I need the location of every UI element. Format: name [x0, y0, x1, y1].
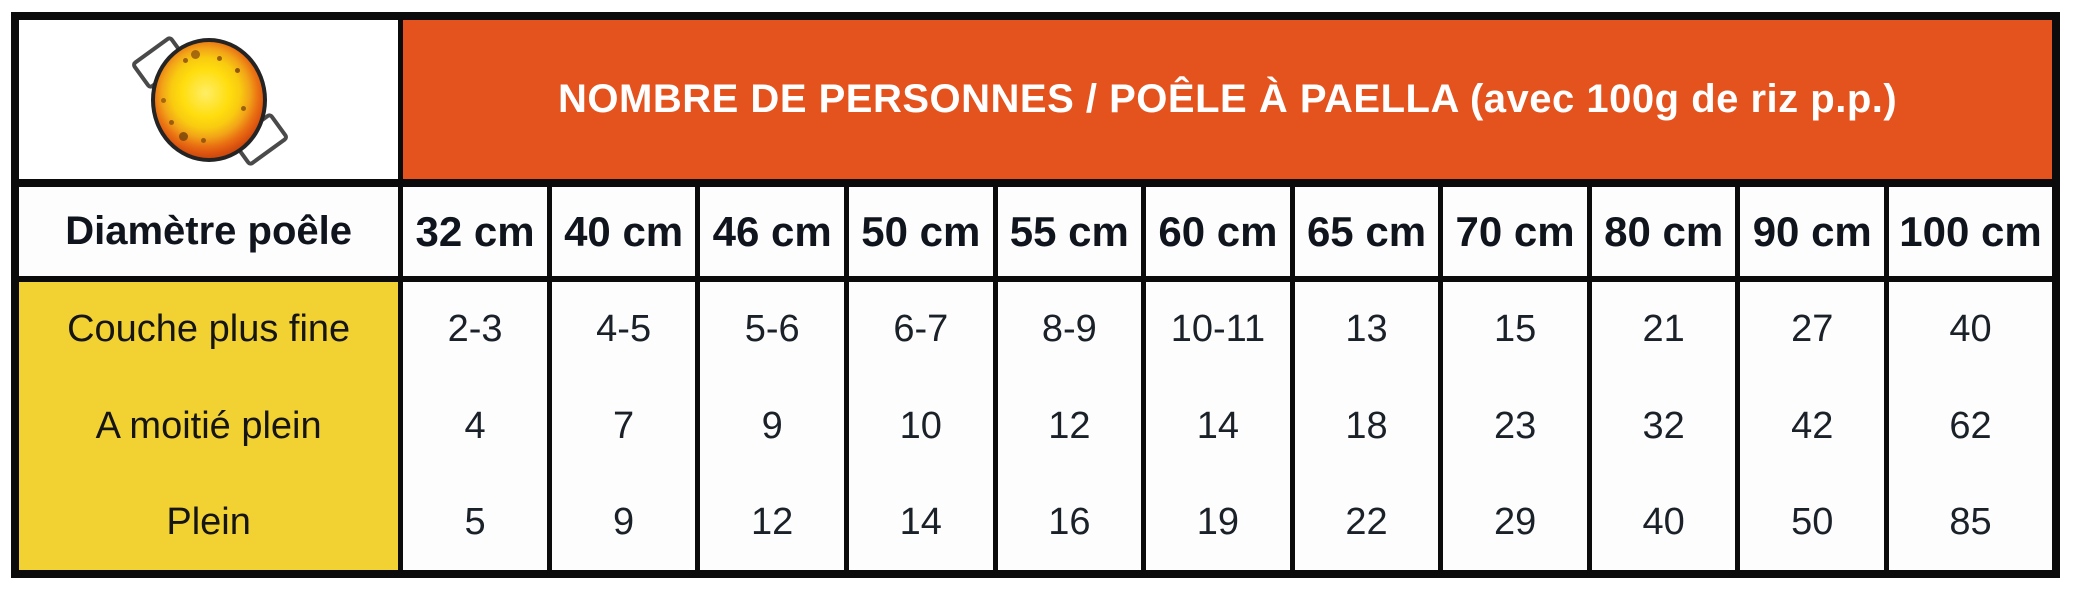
- table-row-couche-plus-fine: Couche plus fine 2-3 4-5 5-6 6-7 8-9 10-…: [12, 279, 2059, 378]
- value-cell: 50: [1735, 475, 1890, 574]
- diameter-cell: 46 cm: [695, 183, 849, 283]
- value-cell: 29: [1438, 475, 1592, 574]
- value-cell: 62: [1884, 377, 2059, 476]
- value-cell: 2-3: [398, 279, 552, 378]
- value-cell: 40: [1884, 279, 2059, 378]
- diameter-cell: 40 cm: [546, 183, 701, 283]
- value-cell: 16: [992, 475, 1147, 574]
- value-cell: 12: [695, 475, 849, 574]
- diameter-header-row: Diamètre poêle 32 cm 40 cm 46 cm 50 cm 5…: [12, 183, 2059, 283]
- value-cell: 9: [695, 377, 849, 476]
- value-cell: 4-5: [546, 279, 701, 378]
- diameter-cell: 55 cm: [992, 183, 1147, 283]
- value-cell: 22: [1289, 475, 1444, 574]
- row-label: Plein: [12, 475, 404, 574]
- pan-image-cell: [12, 16, 404, 188]
- value-cell: 14: [843, 475, 998, 574]
- table-row-a-moitie-plein: A moitié plein 4 7 9 10 12 14 18 23 32 4…: [12, 377, 2059, 476]
- value-cell: 21: [1586, 279, 1741, 378]
- value-cell: 42: [1735, 377, 1890, 476]
- value-cell: 27: [1735, 279, 1890, 378]
- diameter-cell: 60 cm: [1141, 183, 1295, 283]
- diameter-cell: 50 cm: [843, 183, 998, 283]
- value-cell: 8-9: [992, 279, 1147, 378]
- value-cell: 19: [1141, 475, 1295, 574]
- value-cell: 13: [1289, 279, 1444, 378]
- value-cell: 14: [1141, 377, 1295, 476]
- diameter-cell: 65 cm: [1289, 183, 1444, 283]
- value-cell: 23: [1438, 377, 1592, 476]
- row-label: Couche plus fine: [12, 279, 404, 378]
- table-title: NOMBRE DE PERSONNES / POÊLE À PAELLA (av…: [398, 16, 2059, 188]
- diameter-cell: 80 cm: [1586, 183, 1741, 283]
- diameter-cell: 90 cm: [1735, 183, 1890, 283]
- value-cell: 10: [843, 377, 998, 476]
- value-cell: 5-6: [695, 279, 849, 378]
- pan-speckles-icon: [182, 57, 188, 63]
- pan-body-icon: [150, 37, 267, 162]
- diameter-cell: 70 cm: [1438, 183, 1592, 283]
- value-cell: 7: [546, 377, 701, 476]
- table-row-plein: Plein 5 9 12 14 16 19 22 29 40 50 85: [12, 475, 2059, 574]
- value-cell: 32: [1586, 377, 1741, 476]
- diameter-row-label: Diamètre poêle: [12, 183, 404, 283]
- value-cell: 4: [398, 377, 552, 476]
- value-cell: 10-11: [1141, 279, 1295, 378]
- value-cell: 18: [1289, 377, 1444, 476]
- value-cell: 9: [546, 475, 701, 574]
- paella-pan-icon: [129, 34, 290, 168]
- value-cell: 85: [1884, 475, 2059, 574]
- value-cell: 12: [992, 377, 1147, 476]
- value-cell: 5: [398, 475, 552, 574]
- diameter-cell: 32 cm: [398, 183, 552, 283]
- value-cell: 15: [1438, 279, 1592, 378]
- title-row: NOMBRE DE PERSONNES / POÊLE À PAELLA (av…: [12, 16, 2059, 188]
- diameter-cell: 100 cm: [1884, 183, 2059, 283]
- value-cell: 40: [1586, 475, 1741, 574]
- value-cell: 6-7: [843, 279, 998, 378]
- paella-sizing-table: NOMBRE DE PERSONNES / POÊLE À PAELLA (av…: [11, 12, 2060, 578]
- row-label: A moitié plein: [12, 377, 404, 476]
